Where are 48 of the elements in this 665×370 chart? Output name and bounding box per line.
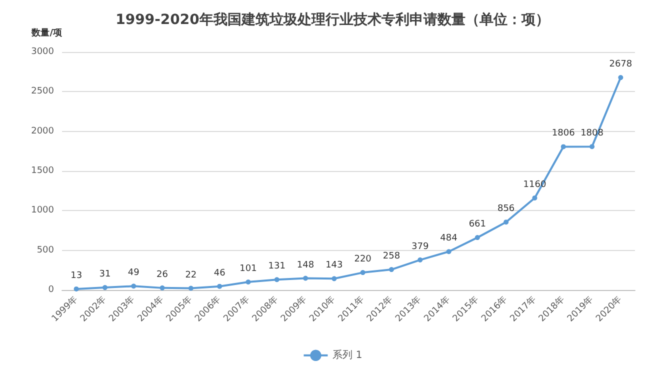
data-label: 220 — [354, 254, 372, 265]
point — [590, 144, 595, 150]
data-label: 46 — [214, 268, 226, 278]
data-label: 49 — [128, 268, 140, 278]
y-tick-label: 500 — [36, 245, 54, 256]
data-label: 1806 — [552, 128, 576, 139]
data-label: 13 — [70, 270, 82, 281]
data-label: 22 — [185, 270, 197, 280]
point — [160, 285, 165, 290]
point — [303, 276, 308, 281]
y-tick-label: 2000 — [31, 126, 54, 136]
y-tick-label: 1500 — [31, 166, 54, 176]
point — [474, 235, 480, 240]
point — [418, 257, 423, 262]
point — [332, 276, 337, 282]
point — [618, 75, 624, 80]
point — [274, 277, 280, 282]
legend-label: 系列 1 — [332, 348, 362, 361]
point — [560, 144, 566, 150]
data-label: 856 — [497, 204, 515, 214]
data-label: 101 — [240, 264, 257, 274]
y-axis-title: 数量/项 — [30, 28, 63, 38]
data-label: 484 — [440, 234, 458, 244]
data-label: 131 — [268, 262, 286, 272]
y-tick-label: 2500 — [31, 86, 54, 97]
y-tick-label: 0 — [48, 285, 54, 295]
point — [388, 267, 394, 272]
data-label: 148 — [296, 260, 314, 270]
data-label: 2678 — [609, 60, 632, 70]
point — [360, 270, 366, 276]
point — [217, 284, 222, 289]
data-label: 143 — [326, 260, 343, 271]
data-label: 661 — [468, 220, 486, 230]
point — [504, 220, 509, 225]
point — [532, 195, 538, 200]
chart-title: 1999-2020年我国建筑垃圾处理行业技术专利申请数量（单位：项） — [116, 11, 550, 28]
data-label: 258 — [382, 252, 400, 262]
point — [188, 286, 194, 291]
point — [131, 284, 136, 289]
data-label: 26 — [156, 270, 168, 280]
point — [102, 285, 108, 290]
y-tick-label: 3000 — [31, 47, 54, 57]
y-tick-label: 1000 — [31, 206, 54, 216]
point — [74, 286, 79, 292]
data-label: 379 — [412, 242, 429, 252]
point — [246, 279, 251, 284]
point — [446, 249, 452, 254]
data-label: 31 — [99, 270, 111, 280]
